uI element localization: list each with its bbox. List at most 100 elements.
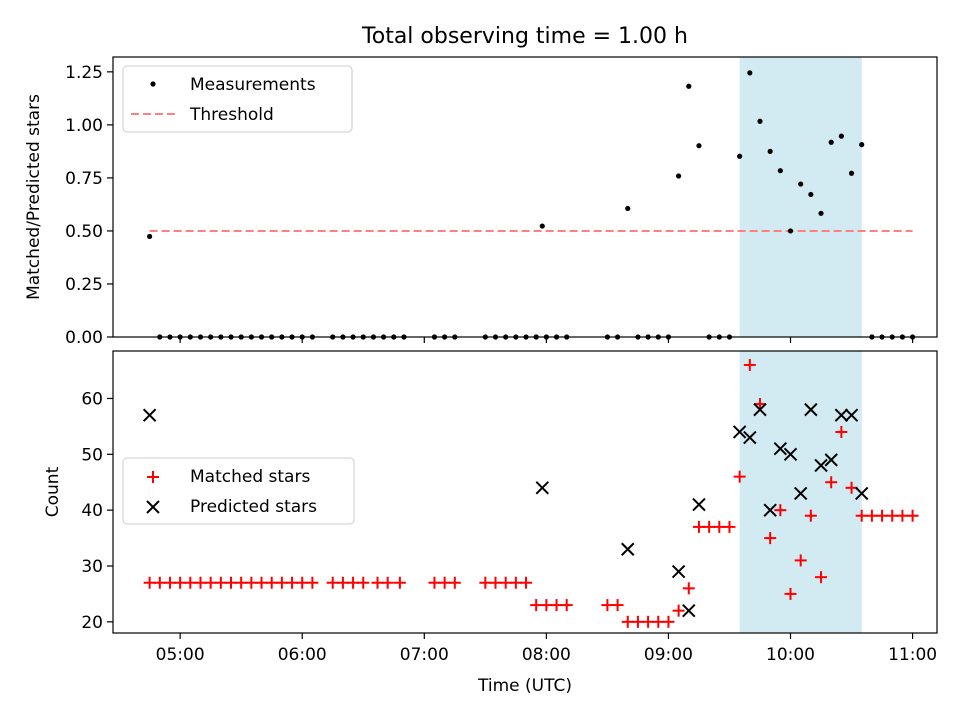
- matched-stars-point: [296, 576, 309, 589]
- matched-stars-point: [499, 576, 512, 589]
- matched-stars-point: [520, 576, 533, 589]
- top-legend-box: [122, 65, 353, 133]
- measurement-point: [818, 210, 824, 216]
- legend-predicted-label: Predicted stars: [190, 497, 317, 517]
- predicted-stars-point: [834, 408, 849, 422]
- legend-threshold-label: Threshold: [189, 105, 274, 125]
- top-y-tick-label: 0.25: [65, 275, 103, 295]
- measurement-point: [808, 191, 814, 198]
- predicted-stars-point: [824, 453, 838, 467]
- x-tick-label: 10:00: [766, 645, 815, 665]
- predicted-stars-point: [773, 442, 788, 456]
- bottom-y-tick-label: 50: [81, 445, 103, 465]
- matched-stars-point: [774, 504, 787, 517]
- bottom-y-axis-label: Count: [43, 466, 63, 517]
- matched-stars-point: [621, 615, 634, 628]
- bottom-y-tick-label: 20: [81, 613, 103, 633]
- matched-stars-point: [550, 599, 563, 612]
- matched-stars-point: [489, 576, 502, 589]
- matched-stars-point: [265, 576, 278, 589]
- matched-stars-point: [357, 576, 370, 589]
- x-tick-label: 09:00: [644, 645, 693, 665]
- x-tick-label: 11:00: [888, 645, 937, 665]
- measurement-point: [737, 153, 743, 159]
- bottom-y-tick-label: 30: [81, 557, 103, 577]
- matched-stars-point: [214, 576, 227, 589]
- matched-stars-point: [733, 470, 746, 483]
- matched-stars-point: [784, 587, 797, 600]
- measurement-point: [696, 143, 702, 149]
- matched-stars-point: [764, 532, 777, 545]
- matched-stars-point: [428, 576, 441, 589]
- matched-stars-point: [601, 599, 614, 612]
- measurement-point: [539, 223, 545, 229]
- predicted-stars-point: [783, 447, 798, 462]
- legend-measurements-label: Measurements: [190, 75, 316, 95]
- measurement-point: [757, 118, 763, 124]
- legend-matched-label: Matched stars: [190, 467, 310, 487]
- matched-stars-point: [703, 520, 716, 533]
- predicted-stars-point: [753, 402, 767, 417]
- matched-stars-point: [876, 509, 889, 522]
- predicted-stars-point: [855, 486, 869, 501]
- bottom-x-ticks: 05:00 06:00 07:00 08:00 09:00 10:00 11:00: [156, 633, 937, 665]
- bottom-legend: Matched stars Predicted stars: [122, 457, 355, 525]
- measurement-point: [787, 228, 794, 234]
- predicted-stars-point: [621, 542, 635, 556]
- top-x-ticks: [179, 337, 914, 343]
- matched-stars-point: [794, 554, 807, 567]
- top-y-ticks: 0.00 0.25 0.50 0.75 1.00 1.25: [65, 63, 113, 348]
- matched-stars-point: [174, 576, 187, 589]
- matched-stars-point: [743, 358, 756, 371]
- top-y-tick-label: 1.25: [65, 63, 103, 83]
- top-y-tick-label: 0.50: [65, 222, 103, 242]
- matched-stars-point: [225, 576, 238, 589]
- matched-stars-point: [347, 576, 360, 589]
- legend-measurements-marker: [150, 81, 156, 87]
- x-tick-label: 06:00: [278, 645, 327, 665]
- predicted-stars-point: [732, 425, 747, 439]
- matched-stars-point: [804, 509, 817, 522]
- measurement-point: [798, 181, 804, 187]
- top-legend: Measurements Threshold: [122, 65, 353, 133]
- predicted-stars-point: [692, 497, 706, 512]
- matched-stars-point: [194, 576, 207, 589]
- matched-stars-point: [143, 576, 156, 589]
- measurement-point: [777, 168, 783, 174]
- matched-stars-point: [245, 576, 258, 589]
- matched-stars-point: [275, 576, 288, 589]
- matched-stars-point: [530, 599, 543, 612]
- legend-matched-marker: [147, 471, 159, 483]
- matched-stars-point: [448, 576, 461, 589]
- matched-stars-point: [672, 604, 685, 617]
- matched-stars-point: [371, 576, 384, 589]
- matched-stars-point: [865, 509, 878, 522]
- matched-stars-point: [163, 576, 176, 589]
- matched-stars-point: [662, 615, 675, 628]
- top-y-tick-label: 0.00: [65, 328, 103, 348]
- top-panel: 0.00 0.25 0.50 0.75 1.00 1.25 Matched/Predict…: [24, 56, 938, 348]
- matched-stars-point: [255, 576, 268, 589]
- matched-stars-point: [306, 576, 319, 589]
- measurement-point: [747, 70, 753, 76]
- predicted-stars-point: [682, 603, 696, 618]
- bottom-panel: 20 30 40 50 60 05:00 06:00 07:00 08:00 09:00 10:0…: [43, 350, 938, 696]
- matched-stars-point: [438, 576, 451, 589]
- matched-stars-point: [835, 425, 848, 438]
- matched-stars-point: [753, 398, 766, 411]
- matched-stars-point: [896, 509, 909, 522]
- bottom-marks: [142, 358, 919, 628]
- matched-stars-point: [815, 571, 828, 584]
- bottom-plot-frame: [112, 350, 938, 634]
- measurement-point: [767, 148, 773, 154]
- matched-stars-point: [682, 582, 695, 595]
- measurement-point: [828, 139, 834, 145]
- matched-stars-point: [393, 576, 406, 589]
- matched-stars-point: [381, 576, 394, 589]
- measurement-point: [147, 233, 153, 240]
- matched-stars-point: [153, 576, 166, 589]
- matched-stars-point: [326, 576, 339, 589]
- top-y-axis-label: Matched/Predicted stars: [24, 94, 44, 300]
- x-tick-label: 07:00: [400, 645, 449, 665]
